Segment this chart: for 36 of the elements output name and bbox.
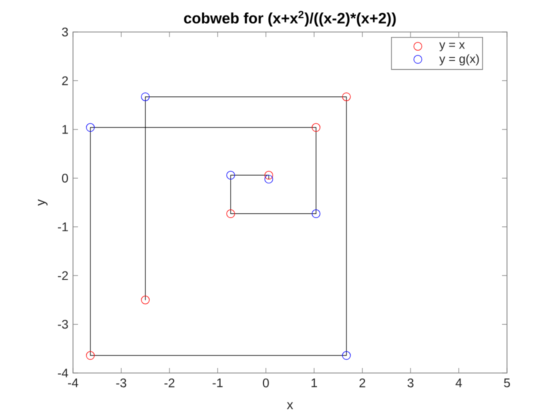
point [141,296,150,304]
x-tick-label: 2 [359,378,366,388]
x-tick-label: 5 [504,378,510,388]
x-tick-label: 4 [456,378,462,388]
chart-title: cobweb for (x+x$^{2}$)/((x-2)*(x+2)) [184,10,396,26]
y-tick-label: 0 [62,174,68,183]
x-axis-title: x [286,402,294,410]
point [141,92,150,102]
y-tick-label: 2 [62,76,68,86]
point [226,170,235,180]
point [342,351,351,360]
x-tick-label: 1 [312,378,317,388]
x-tick-label: -1 [212,378,223,388]
y-tick-label: -4 [58,368,68,378]
y-tick-label: -1 [58,222,68,232]
x-tick-label: -4 [68,378,78,388]
legend-label: y = g(x) [439,54,479,66]
x-tick-label: 0 [262,378,269,388]
point [312,209,320,218]
point [86,351,95,360]
point [264,170,274,180]
x-tick-label: 3 [408,378,414,388]
legend-label: y = x [439,42,465,52]
point [264,174,274,184]
x-tick-label: -2 [164,378,174,388]
x-tick-label: -3 [116,378,126,388]
y-tick-label: -2 [58,271,68,280]
point [342,92,351,102]
point [226,209,235,218]
point [312,123,320,132]
point [86,123,95,132]
y-tick-label: 1 [62,125,68,134]
y-tick-label: 3 [62,28,68,36]
line-series [90,96,347,356]
y-tick-label: -3 [58,320,68,329]
y-axis-title: y [38,199,48,206]
